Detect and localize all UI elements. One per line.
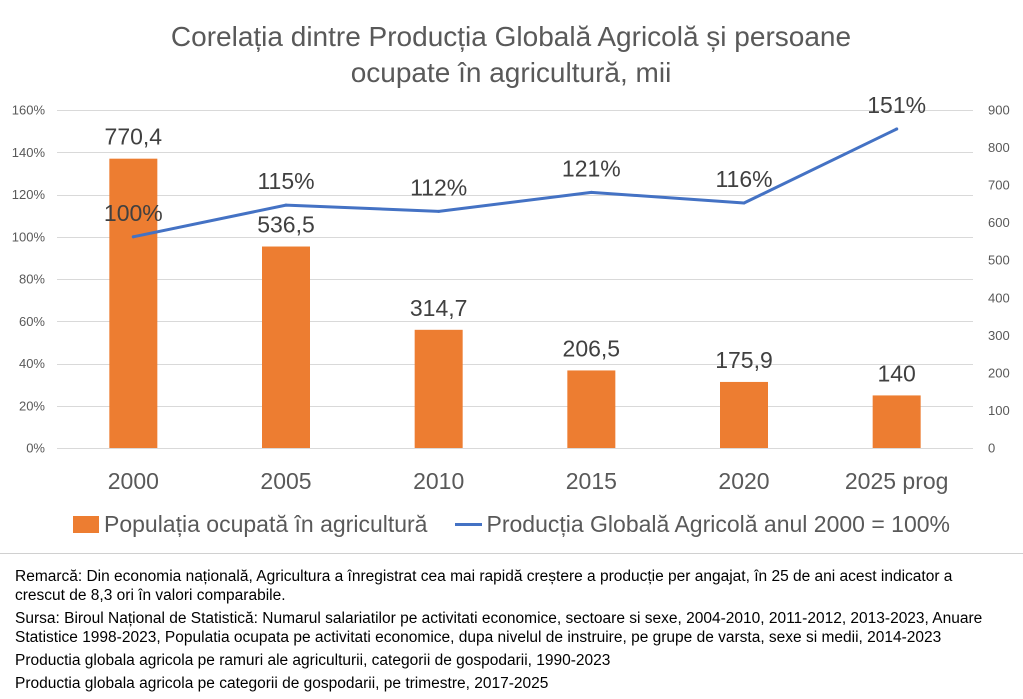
line-value-label: 112% [410,174,467,200]
y-left-tick-label: 140% [12,145,46,160]
y-right-tick-label: 900 [988,103,1010,118]
bar-value-label: 536,5 [257,212,315,238]
legend-swatch-bar [72,515,99,533]
y-right-tick-label: 400 [988,290,1010,305]
y-right-tick-label: 700 [988,178,1010,193]
bar-2020 [720,381,768,448]
bar-value-label: 770,4 [105,124,163,150]
x-tick-label: 2005 [260,468,311,494]
legend-swatch-line [455,522,483,526]
x-tick-label: 2025 prog [845,468,949,494]
line-series [131,127,899,239]
line-point-2015 [589,190,593,194]
y-right-tick-label: 600 [988,215,1010,230]
y-right-tick-label: 500 [988,253,1010,268]
note-source-quarterly: Productia globala agricola pe categorii … [15,675,549,692]
bar-2010 [414,329,463,448]
y-right-tick-label: 0 [988,441,995,456]
legend-label-employment: Populația ocupată în agricultură [103,510,428,537]
line-point-2010 [437,209,441,213]
axis-labels: 0% 20% 40% 60% 80% 100% 120% 140% 160% 0 100 200 300… [12,103,1010,495]
line-value-label: 121% [562,155,621,181]
line-point-2005 [284,203,288,207]
y-right-tick-label: 200 [988,365,1010,380]
y-left-tick-label: 120% [12,187,46,202]
line-point-2000 [131,235,135,239]
line-value-label: 116% [715,166,772,192]
chart-title: Corelația dintre Producția Globală Agric… [170,21,852,88]
bar-value-label: 140 [877,360,915,386]
y-left-tick-label: 160% [12,103,46,118]
note-source: Sursa: Biroul Național de Statistică: Nu… [15,610,983,646]
bar-2015 [567,370,616,448]
bar-value-label: 314,7 [410,295,468,321]
note-source-agri-branches: Productia globala agricola pe ramuri ale… [15,652,611,669]
y-right-tick-label: 300 [988,328,1010,343]
y-left-tick-label: 60% [19,314,45,329]
chart-frame-border [0,553,1023,554]
line-point-2025-prog [895,127,899,131]
production-index-line [131,127,899,239]
bar-2005 [262,246,310,448]
y-left-tick-label: 0% [26,441,45,456]
y-left-tick-label: 100% [12,229,46,244]
chart-plot: 0% 20% 40% 60% 80% 100% 120% 140% 160% 0 100 200 300… [12,92,1010,495]
y-right-tick-label: 100 [988,403,1010,418]
legend-item-employment: Populația ocupată în agricultură [72,510,428,538]
bar-value-label: 206,5 [563,335,621,361]
y-left-tick-label: 20% [19,398,45,413]
bar-2025-prog [872,395,921,448]
line-point-2020 [742,201,746,205]
note-remark: Remarcă: Din economia națională, Agricul… [15,568,953,604]
x-tick-label: 2015 [566,468,617,494]
legend: Populația ocupată în agricultură Producț… [0,509,1023,539]
y-left-tick-label: 40% [19,356,45,371]
line-value-label: 100% [104,200,163,226]
line-value-label: 151% [867,92,926,118]
bar-value-label: 175,9 [715,347,773,373]
x-tick-label: 2010 [413,468,464,494]
y-right-tick-label: 800 [988,140,1010,155]
notes-section: Remarcă: Din economia națională, Agricul… [15,567,1000,697]
x-tick-label: 2000 [108,468,159,494]
legend-label-production: Producția Globală Agricolă anul 2000 = 1… [486,510,950,537]
x-tick-label: 2020 [718,468,769,494]
bar-series [109,158,921,448]
line-value-label: 115% [257,168,314,194]
data-labels: 770,4 536,5 314,7 206,5 175,9 140 100% 115% 112%… [104,92,926,386]
gridlines [57,110,973,449]
bar-2000 [109,158,158,448]
legend-item-production: Producția Globală Agricolă anul 2000 = 1… [455,511,950,538]
y-left-tick-label: 80% [19,272,45,287]
